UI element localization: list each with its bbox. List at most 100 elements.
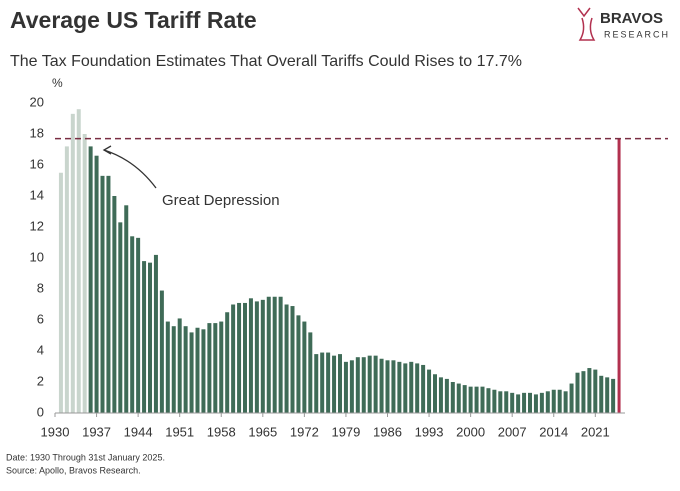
bar	[569, 383, 574, 413]
bar	[409, 361, 414, 413]
bar	[302, 321, 307, 413]
chart-title: Average US Tariff Rate	[10, 7, 257, 33]
y-tick-label: 10	[30, 249, 44, 264]
x-tick-label: 2007	[498, 424, 527, 439]
bar	[557, 389, 562, 413]
y-tick-label: 16	[30, 156, 44, 171]
bar	[498, 391, 503, 413]
bar	[593, 369, 598, 413]
bar	[611, 378, 616, 413]
logo-name: BRAVOS	[600, 10, 663, 27]
bar	[70, 113, 75, 413]
note: Date: 1930 Through 31st January 2025.	[6, 452, 165, 462]
bar	[456, 383, 461, 413]
y-tick-label: 18	[30, 125, 44, 140]
bar	[343, 361, 348, 413]
bar	[130, 236, 135, 413]
y-tick-label: 20	[30, 94, 44, 109]
bar	[474, 386, 479, 413]
x-tick-label: 1937	[82, 424, 111, 439]
bar	[379, 358, 384, 413]
x-tick-label: 2000	[456, 424, 485, 439]
annotation: Great Depression	[162, 192, 280, 209]
bar	[545, 391, 550, 413]
bar	[385, 360, 390, 413]
bar	[504, 391, 509, 413]
bar	[415, 363, 420, 413]
bar	[444, 378, 449, 413]
bar	[213, 323, 218, 413]
bar	[450, 382, 455, 413]
bar	[112, 196, 117, 413]
bar	[237, 302, 242, 413]
bar	[403, 363, 408, 413]
chart-subtitle: The Tax Foundation Estimates That Overal…	[10, 53, 522, 70]
bar	[260, 299, 265, 413]
bar	[207, 323, 212, 413]
x-tick-label: 1958	[207, 424, 236, 439]
x-tick-label: 1979	[331, 424, 360, 439]
bar	[183, 326, 188, 413]
bar	[124, 205, 129, 413]
bar	[338, 354, 342, 413]
bar	[82, 134, 87, 413]
bar	[581, 371, 586, 413]
bar	[492, 389, 497, 413]
bar	[248, 298, 253, 413]
bar	[76, 109, 81, 413]
bar	[367, 355, 372, 413]
x-tick-label: 2021	[581, 424, 610, 439]
bar	[100, 175, 105, 413]
bar	[486, 388, 491, 413]
bar	[148, 262, 152, 413]
bar	[533, 394, 538, 413]
bar	[605, 377, 610, 413]
bar	[266, 296, 271, 413]
y-tick-label: 4	[37, 342, 44, 357]
x-tick-label: 1951	[165, 424, 194, 439]
bar	[373, 355, 378, 413]
bar	[539, 392, 544, 413]
bar	[106, 175, 111, 413]
logo-icon	[577, 7, 596, 41]
bar	[308, 332, 313, 413]
x-tick-label: 2014	[539, 424, 568, 439]
bar	[142, 261, 147, 413]
y-tick-label: 6	[37, 311, 44, 326]
y-unit: %	[52, 76, 63, 90]
bar	[355, 357, 360, 413]
bar	[314, 354, 319, 413]
bar	[326, 352, 331, 413]
bar	[136, 237, 141, 413]
bar	[58, 172, 63, 413]
logo: BRAVOS RESEARCH	[577, 7, 670, 41]
bar	[617, 138, 621, 413]
logo-sub: RESEARCH	[604, 29, 670, 39]
bar	[528, 392, 532, 413]
x-tick-label: 1993	[415, 424, 444, 439]
bar	[189, 332, 194, 413]
bar	[159, 290, 164, 413]
bar	[201, 329, 206, 413]
bar	[397, 361, 402, 413]
bar	[462, 385, 467, 413]
bar	[587, 368, 592, 413]
bar	[516, 394, 521, 413]
bar	[94, 155, 99, 413]
bar	[195, 327, 200, 413]
bar	[64, 146, 69, 413]
x-tick-label: 1972	[290, 424, 319, 439]
bar	[563, 391, 568, 413]
bar	[219, 321, 224, 413]
bar	[575, 372, 580, 413]
bar	[254, 301, 259, 413]
bar	[349, 360, 354, 413]
bar	[88, 146, 93, 413]
x-tick-label: 1965	[248, 424, 277, 439]
y-tick-label: 2	[37, 373, 44, 388]
y-tick-label: 8	[37, 280, 44, 295]
bar	[118, 222, 123, 413]
bar	[391, 360, 396, 413]
bar	[421, 364, 426, 413]
